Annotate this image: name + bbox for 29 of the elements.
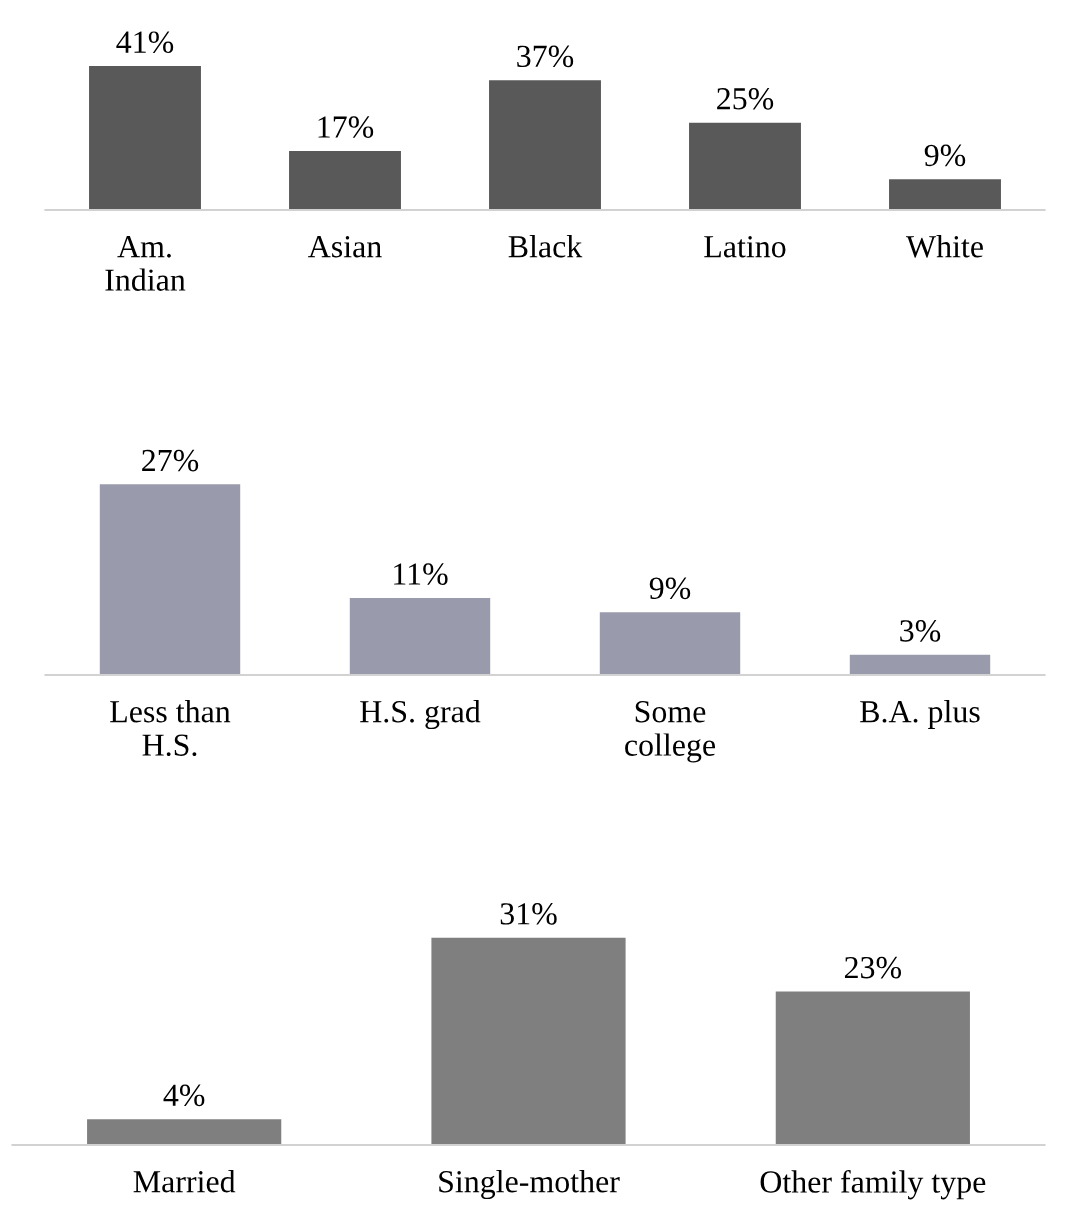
x-tick-label: H.S. grad: [360, 700, 481, 730]
x-tick-label: Some college: [625, 701, 716, 763]
x-tick-label: Married: [133, 1170, 236, 1193]
bar: [286, 148, 404, 210]
x-tick-label: Am. Indian: [105, 236, 186, 291]
data-label: 17%: [318, 116, 374, 138]
data-label: 41%: [116, 31, 174, 54]
x-tick-label: Less than H.S.: [110, 700, 231, 757]
data-label: 25%: [717, 87, 774, 110]
bar: [686, 120, 804, 210]
bar: [886, 177, 1004, 210]
x-tick-label: Single-mother: [439, 1170, 620, 1200]
x-tick-label: Black: [508, 235, 583, 258]
x-tick-label: Asian: [308, 236, 382, 258]
data-label: 4%: [163, 1084, 205, 1107]
x-tick-label: B.A. plus: [860, 700, 980, 729]
data-label: 9%: [649, 577, 691, 600]
data-label: 23%: [844, 956, 902, 979]
bar: [486, 78, 604, 210]
data-label: 27%: [142, 449, 199, 472]
data-label: 11%: [394, 563, 448, 585]
bar: [86, 63, 204, 210]
data-label: 3%: [900, 620, 941, 642]
data-label: 9%: [924, 144, 966, 167]
data-label: 37%: [517, 45, 574, 68]
data-label: 31%: [500, 903, 557, 925]
x-tick-label: White: [906, 235, 983, 258]
x-tick-label: Other family type: [760, 1170, 986, 1200]
x-tick-label: Latino: [704, 236, 786, 258]
